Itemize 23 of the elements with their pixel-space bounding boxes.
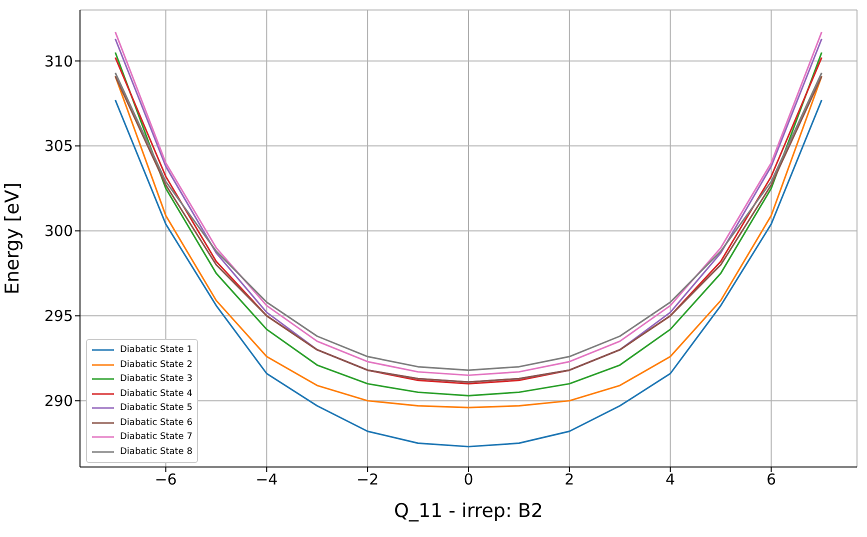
legend-label: Diabatic State 6 xyxy=(120,418,192,428)
y-tick-label: 295 xyxy=(44,307,73,326)
x-axis-title: Q_11 - irrep: B2 xyxy=(394,500,544,522)
x-tick-label: 0 xyxy=(464,470,474,489)
y-tick-label: 290 xyxy=(44,392,73,410)
x-tick-label: 4 xyxy=(666,470,676,489)
line-series xyxy=(114,99,822,448)
legend-label: Diabatic State 7 xyxy=(120,432,192,442)
x-tick-label: −2 xyxy=(356,470,379,489)
legend-label: Diabatic State 8 xyxy=(120,446,192,457)
y-tick-label: 305 xyxy=(44,137,73,156)
y-tick-label: 310 xyxy=(44,52,73,70)
x-tick-label: 6 xyxy=(766,470,776,489)
x-tick-label: −4 xyxy=(256,470,278,489)
x-tick-label: −6 xyxy=(154,470,177,489)
y-axis-title: Energy [eV] xyxy=(2,182,24,295)
y-tick-label: 300 xyxy=(44,222,73,240)
legend-label: Diabatic State 4 xyxy=(120,388,192,399)
legend-label: Diabatic State 2 xyxy=(120,360,192,370)
legend-label: Diabatic State 3 xyxy=(120,374,192,384)
legend-label: Diabatic State 1 xyxy=(120,345,192,356)
legend-label: Diabatic State 5 xyxy=(120,403,192,414)
x-tick-label: 2 xyxy=(564,470,574,489)
